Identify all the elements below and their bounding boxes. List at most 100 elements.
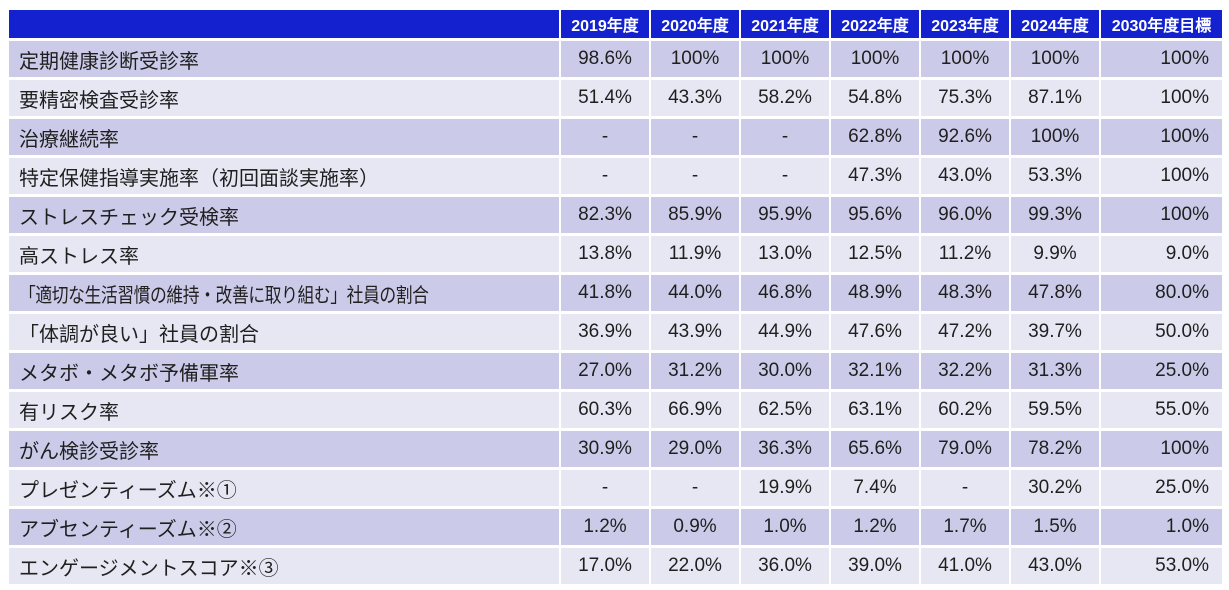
cell-value: 43.0% xyxy=(1011,548,1099,584)
cell-value: 1.2% xyxy=(561,509,649,545)
cell-value: - xyxy=(561,119,649,155)
row-label: 治療継続率 xyxy=(9,119,559,155)
cell-value: 95.6% xyxy=(831,197,919,233)
cell-value: 100% xyxy=(1011,41,1099,77)
row-label: 定期健康診断受診率 xyxy=(9,41,559,77)
cell-value: 92.6% xyxy=(921,119,1009,155)
table-row: 有リスク率 60.3% 66.9% 62.5% 63.1% 60.2% 59.5% 55.0% xyxy=(9,392,1222,428)
table-row: 定期健康診断受診率 98.6% 100% 100% 100% 100% 100% 100% xyxy=(9,41,1222,77)
table-row: プレゼンティーズム※① - -19.9% 7.4% -30.2% 25.0% xyxy=(9,470,1222,506)
cell-value: 48.9% xyxy=(831,275,919,311)
cell-value: 100% xyxy=(741,41,829,77)
cell-value: 85.9% xyxy=(651,197,739,233)
column-header-year: 2020年度 xyxy=(651,10,739,38)
cell-value: 79.0% xyxy=(921,431,1009,467)
cell-value: 48.3% xyxy=(921,275,1009,311)
cell-value-target: 9.0% xyxy=(1101,236,1222,272)
row-label-text: プレゼンティーズム※① xyxy=(19,479,237,502)
cell-value: - xyxy=(741,158,829,194)
column-header-year: 2022年度 xyxy=(831,10,919,38)
table-row: 治療継続率 - - -62.8% 92.6% 100% 100% xyxy=(9,119,1222,155)
cell-value: 66.9% xyxy=(651,392,739,428)
table-row: 「適切な生活習慣の維持・改善に取り組む」社員の割合 41.8% 44.0% 46.8%… xyxy=(9,275,1222,311)
cell-value-target: 25.0% xyxy=(1101,353,1222,389)
cell-value: 19.9% xyxy=(741,470,829,506)
cell-value: 100% xyxy=(651,41,739,77)
cell-value: 75.3% xyxy=(921,80,1009,116)
cell-value: 30.9% xyxy=(561,431,649,467)
cell-value: 62.5% xyxy=(741,392,829,428)
cell-value: 78.2% xyxy=(1011,431,1099,467)
cell-value: 47.6% xyxy=(831,314,919,350)
corner-cell xyxy=(9,10,559,38)
cell-value: - xyxy=(651,470,739,506)
cell-value: 32.1% xyxy=(831,353,919,389)
row-label-text: 有リスク率 xyxy=(19,401,119,424)
cell-value: 1.2% xyxy=(831,509,919,545)
cell-value: 87.1% xyxy=(1011,80,1099,116)
cell-value: 43.9% xyxy=(651,314,739,350)
cell-value: 29.0% xyxy=(651,431,739,467)
row-label-text: エンゲージメントスコア※③ xyxy=(19,557,279,580)
cell-value: 11.9% xyxy=(651,236,739,272)
row-label: プレゼンティーズム※① xyxy=(9,470,559,506)
cell-value: 32.2% xyxy=(921,353,1009,389)
cell-value-target: 100% xyxy=(1101,431,1222,467)
cell-value: 27.0% xyxy=(561,353,649,389)
table-row: 高ストレス率 13.8% 11.9% 13.0% 12.5% 11.2% 9.9% 9.0% xyxy=(9,236,1222,272)
cell-value-target: 55.0% xyxy=(1101,392,1222,428)
cell-value: 47.2% xyxy=(921,314,1009,350)
cell-value-target: 80.0% xyxy=(1101,275,1222,311)
cell-value: 96.0% xyxy=(921,197,1009,233)
row-label-text: メタボ・メタボ予備軍率 xyxy=(19,362,239,385)
column-header-year: 2019年度 xyxy=(561,10,649,38)
cell-value: 99.3% xyxy=(1011,197,1099,233)
cell-value: 1.0% xyxy=(741,509,829,545)
row-label-text: 治療継続率 xyxy=(19,128,119,151)
cell-value: 36.9% xyxy=(561,314,649,350)
cell-value: 22.0% xyxy=(651,548,739,584)
row-label-text: 「体調が良い」社員の割合 xyxy=(19,323,259,346)
cell-value: - xyxy=(651,119,739,155)
cell-value: 31.2% xyxy=(651,353,739,389)
row-label: 高ストレス率 xyxy=(9,236,559,272)
row-label: メタボ・メタボ予備軍率 xyxy=(9,353,559,389)
cell-value: 39.7% xyxy=(1011,314,1099,350)
table-row: エンゲージメントスコア※③ 17.0% 22.0% 36.0% 39.0% 41.0% 43… xyxy=(9,548,1222,584)
column-header-year: 2021年度 xyxy=(741,10,829,38)
row-label-text: アブセンティーズム※② xyxy=(19,518,237,541)
cell-value: 0.9% xyxy=(651,509,739,545)
cell-value: 41.8% xyxy=(561,275,649,311)
cell-value: 43.3% xyxy=(651,80,739,116)
cell-value: 100% xyxy=(1011,119,1099,155)
cell-value-target: 53.0% xyxy=(1101,548,1222,584)
cell-value-target: 1.0% xyxy=(1101,509,1222,545)
row-label: 「体調が良い」社員の割合 xyxy=(9,314,559,350)
cell-value: 30.0% xyxy=(741,353,829,389)
cell-value: 9.9% xyxy=(1011,236,1099,272)
row-label: ストレスチェック受検率 xyxy=(9,197,559,233)
cell-value: 36.3% xyxy=(741,431,829,467)
table-row: メタボ・メタボ予備軍率 27.0% 31.2% 30.0% 32.1% 32.2% 31.3… xyxy=(9,353,1222,389)
row-label-text: 要精密検査受診率 xyxy=(19,89,179,112)
cell-value: 31.3% xyxy=(1011,353,1099,389)
cell-value-target: 100% xyxy=(1101,80,1222,116)
table-row: がん検診受診率 30.9% 29.0% 36.3% 65.6% 79.0% 78.2% 100… xyxy=(9,431,1222,467)
cell-value: 46.8% xyxy=(741,275,829,311)
cell-value: 63.1% xyxy=(831,392,919,428)
cell-value: 100% xyxy=(921,41,1009,77)
column-header-target: 2030年度目標 xyxy=(1101,10,1222,38)
cell-value: 58.2% xyxy=(741,80,829,116)
row-label: 「適切な生活習慣の維持・改善に取り組む」社員の割合 xyxy=(9,275,559,311)
row-label: アブセンティーズム※② xyxy=(9,509,559,545)
row-label-text: がん検診受診率 xyxy=(19,440,159,463)
cell-value-target: 100% xyxy=(1101,41,1222,77)
cell-value: 47.8% xyxy=(1011,275,1099,311)
cell-value: 62.8% xyxy=(831,119,919,155)
table-row: アブセンティーズム※② 1.2% 0.9% 1.0% 1.2% 1.7% 1.5% 1.0% xyxy=(9,509,1222,545)
cell-value-target: 25.0% xyxy=(1101,470,1222,506)
cell-value-target: 50.0% xyxy=(1101,314,1222,350)
cell-value: 36.0% xyxy=(741,548,829,584)
cell-value: 59.5% xyxy=(1011,392,1099,428)
